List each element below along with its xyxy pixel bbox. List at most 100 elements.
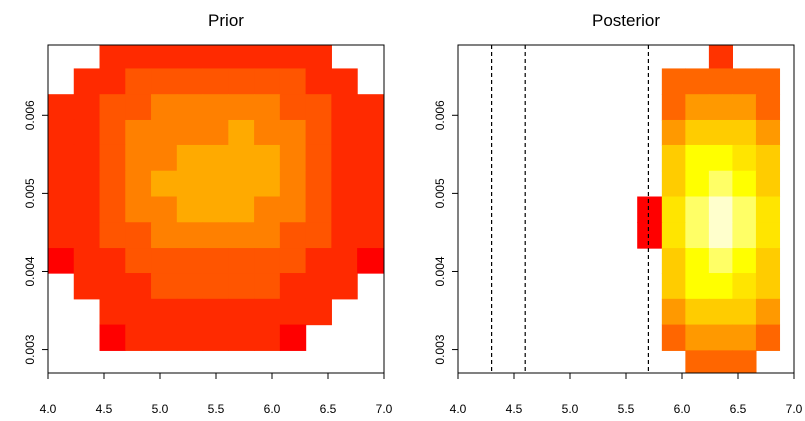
posterior-cell <box>685 273 710 300</box>
posterior-cell <box>732 350 757 373</box>
prior-cell <box>99 170 126 198</box>
prior-cell <box>125 196 152 223</box>
prior-cell <box>151 248 178 274</box>
posterior-cell <box>661 170 686 198</box>
posterior-cell <box>685 222 710 249</box>
prior-cell <box>228 222 255 249</box>
posterior-cell <box>708 45 733 70</box>
prior-cell <box>48 196 75 223</box>
prior-cell <box>48 144 75 172</box>
prior-cell <box>73 68 101 95</box>
posterior-cell <box>732 222 757 249</box>
posterior-cell <box>685 324 710 351</box>
prior-cell <box>99 68 126 95</box>
prior-cell <box>228 248 255 274</box>
prior-cell <box>228 144 255 172</box>
posterior-cell <box>755 94 781 121</box>
posterior-cell <box>685 196 710 223</box>
prior-cell <box>176 119 204 146</box>
posterior-x-tick-label: 4.0 <box>450 402 467 416</box>
prior-cell <box>125 222 152 249</box>
posterior-cell <box>732 248 757 274</box>
prior-cell <box>73 170 101 198</box>
prior-cell <box>202 273 229 300</box>
posterior-cell <box>708 298 733 326</box>
posterior-cell <box>685 68 710 95</box>
prior-cell <box>331 170 358 198</box>
prior-cell <box>279 324 307 351</box>
prior-cell <box>176 94 204 121</box>
prior-cell <box>331 222 358 249</box>
posterior-x-tick-label: 4.5 <box>506 402 523 416</box>
prior-cell <box>279 68 307 95</box>
prior-cell <box>202 222 229 249</box>
prior-cell <box>176 144 204 172</box>
prior-cell <box>125 273 152 300</box>
posterior-cell <box>755 324 781 351</box>
posterior-title: Posterior <box>592 11 660 30</box>
prior-cell <box>254 298 281 326</box>
prior-cell <box>279 222 307 249</box>
posterior-cell <box>755 68 781 95</box>
posterior-cell <box>755 196 781 223</box>
prior-cell <box>279 170 307 198</box>
prior-cell <box>228 273 255 300</box>
posterior-cell <box>708 350 733 373</box>
prior-cell <box>228 119 255 146</box>
prior-cell <box>305 298 332 326</box>
prior-cell <box>305 273 332 300</box>
posterior-cell <box>708 248 733 274</box>
prior-x-tick-label: 5.5 <box>208 402 225 416</box>
prior-cell <box>279 298 307 326</box>
posterior-heatmap-cells <box>637 45 781 373</box>
posterior-cell <box>685 94 710 121</box>
posterior-cell <box>661 119 686 146</box>
prior-cell <box>73 144 101 172</box>
posterior-cell <box>732 273 757 300</box>
prior-cell <box>279 144 307 172</box>
prior-y-tick-label: 0.004 <box>23 256 37 286</box>
prior-cell <box>279 248 307 274</box>
posterior-panel: Posterior 4.0 4.5 5.0 5.5 6.0 6.5 7.0 0.0030.0… <box>433 11 803 416</box>
prior-cell <box>99 273 126 300</box>
posterior-cell <box>661 222 686 249</box>
prior-y-axis: 0.003 0.004 0.005 0.006 <box>23 100 49 365</box>
prior-cell <box>228 94 255 121</box>
posterior-y-tick-label: 0.005 <box>433 178 447 208</box>
posterior-x-tick-label: 7.0 <box>786 402 803 416</box>
prior-y-tick-label: 0.006 <box>23 100 37 130</box>
prior-cell <box>73 119 101 146</box>
posterior-cell <box>708 324 733 351</box>
prior-cell <box>176 68 204 95</box>
prior-cell <box>228 298 255 326</box>
prior-cell <box>151 273 178 300</box>
prior-cell <box>151 68 178 95</box>
prior-cell <box>331 119 358 146</box>
prior-x-tick-label: 4.5 <box>96 402 113 416</box>
prior-y-tick-label: 0.005 <box>23 178 37 208</box>
prior-cell <box>151 45 178 70</box>
prior-cell <box>357 119 384 146</box>
prior-cell <box>202 68 229 95</box>
prior-panel: Prior 4.0 4.5 5.0 5.5 6.0 6.5 7.0 0.0030.0040.… <box>23 11 393 416</box>
prior-cell <box>254 170 281 198</box>
prior-cell <box>73 273 101 300</box>
posterior-cell <box>661 94 686 121</box>
prior-cell <box>202 298 229 326</box>
prior-cell <box>305 222 332 249</box>
posterior-cell <box>708 119 733 146</box>
prior-cell <box>73 94 101 121</box>
posterior-cell <box>661 68 686 95</box>
prior-cell <box>176 248 204 274</box>
posterior-cell <box>755 144 781 172</box>
prior-cell <box>99 94 126 121</box>
prior-cell <box>305 248 332 274</box>
prior-cell <box>279 273 307 300</box>
prior-cell <box>305 45 332 70</box>
posterior-cell <box>685 119 710 146</box>
posterior-cell <box>708 94 733 121</box>
prior-cell <box>125 68 152 95</box>
prior-x-tick-label: 4.0 <box>40 402 57 416</box>
posterior-cell <box>708 273 733 300</box>
